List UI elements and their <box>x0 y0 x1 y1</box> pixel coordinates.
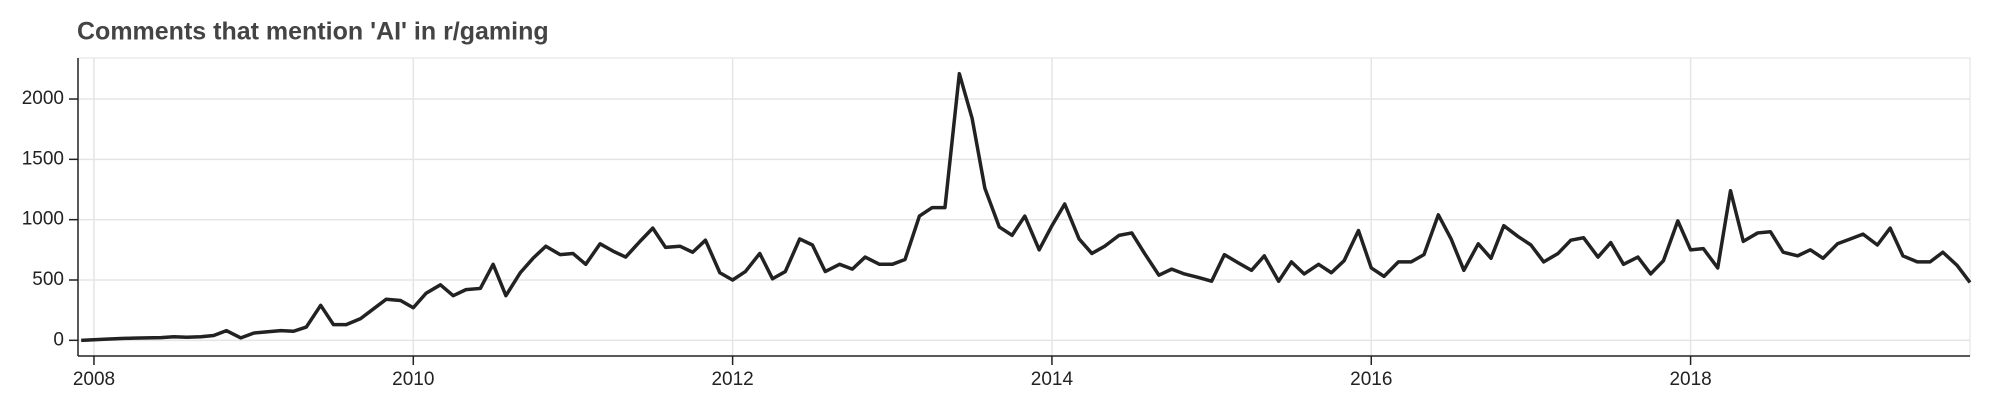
line-series <box>81 71 1972 343</box>
x-tick-label: 2010 <box>392 369 434 390</box>
chart-title: Comments that mention 'AI' in r/gaming <box>77 18 549 46</box>
plot-frame <box>77 57 1971 357</box>
y-tick-label: 0 <box>53 329 64 350</box>
x-tick-label: 2014 <box>1031 369 1074 390</box>
x-tick-label: 2018 <box>1669 369 1711 390</box>
y-tick-label: 1000 <box>22 209 64 230</box>
x-tick-label: 2012 <box>711 369 753 390</box>
x-tick-label: 2008 <box>73 369 115 390</box>
x-tick-label: 2016 <box>1350 369 1392 390</box>
y-tick-label: 2000 <box>22 88 64 109</box>
y-tick-label: 1500 <box>22 148 64 169</box>
y-tick-label: 500 <box>32 269 64 290</box>
